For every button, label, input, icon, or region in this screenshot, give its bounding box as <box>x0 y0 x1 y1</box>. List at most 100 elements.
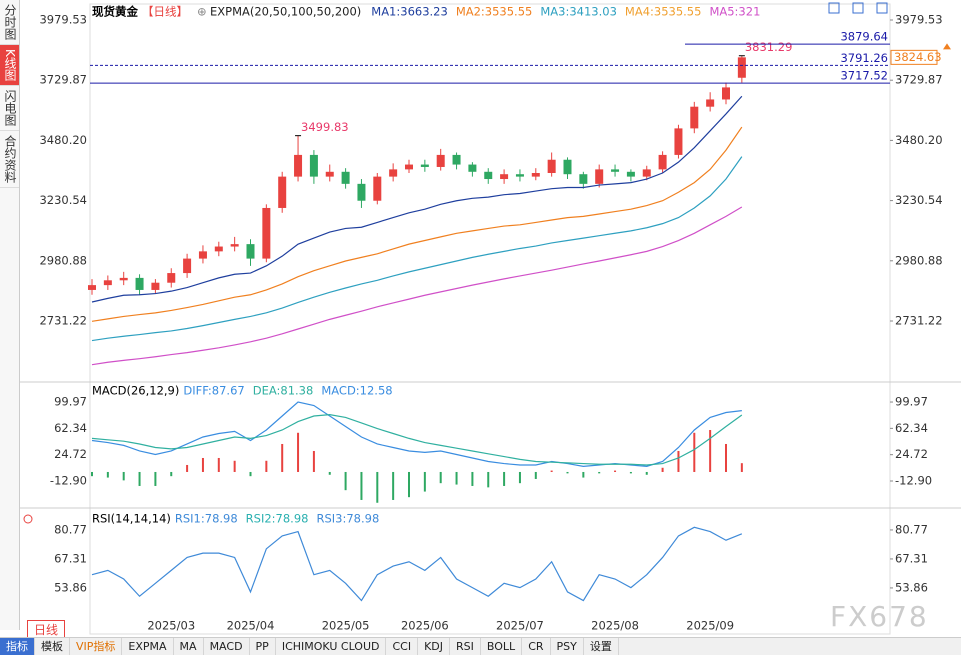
reference-label: 3791.26 <box>840 51 888 65</box>
indicator-line <box>91 401 742 467</box>
candle-body <box>262 207 271 259</box>
toolbar-button[interactable]: 模板 <box>35 638 70 655</box>
y-tick-label: 3979.53 <box>39 13 87 27</box>
indicator-label: EXPMA(20,50,100,50,200) <box>210 5 361 19</box>
candle-body <box>500 174 509 180</box>
current-price-box <box>890 49 938 65</box>
toolbar-button[interactable]: 指标 <box>0 638 35 655</box>
y-tick-label: 24.72 <box>895 447 928 461</box>
legend-entry: RSI1:78.98 <box>175 512 238 526</box>
high-label: 3499.83 <box>301 120 349 134</box>
candle-body <box>198 251 207 259</box>
macd-bar <box>629 471 632 474</box>
toolbar-button[interactable]: PSY <box>551 638 584 655</box>
x-tick-label: 2025/06 <box>401 619 449 633</box>
macd-bar <box>122 471 125 481</box>
macd-bar <box>503 471 506 486</box>
macd-bar <box>138 471 141 486</box>
plot-frame <box>89 3 891 635</box>
candle-body <box>151 282 160 290</box>
toolbar-button[interactable]: 设置 <box>584 638 619 655</box>
toolbar-button[interactable]: BOLL <box>481 638 523 655</box>
toolbar-button[interactable]: PP <box>250 638 276 655</box>
legend-entry: MA1:3663.23 <box>371 5 448 19</box>
candle-body <box>230 244 239 247</box>
legend-entry: MACD:12.58 <box>321 384 392 398</box>
macd-bar <box>233 460 236 472</box>
legend-entry: RSI3:78.98 <box>316 512 379 526</box>
y-tick-label: 80.77 <box>54 522 87 536</box>
macd-bar <box>376 471 379 503</box>
y-tick-label: 53.86 <box>895 580 928 594</box>
macd-bar <box>423 471 426 492</box>
macd-bar <box>677 450 680 472</box>
y-tick-label: 3979.53 <box>895 13 943 27</box>
period-label: 【日线】 <box>142 5 188 19</box>
x-tick-label: 2025/04 <box>227 619 275 633</box>
candle-body <box>436 154 445 167</box>
sidebar-tab[interactable]: 合约资料 <box>0 131 19 188</box>
candle-body <box>389 169 398 177</box>
legend-entry: DEA:81.38 <box>253 384 314 398</box>
reference-label: 3717.52 <box>840 69 888 83</box>
toolbar-button[interactable]: ICHIMOKU CLOUD <box>276 638 387 655</box>
legend-entry: DIFF:87.67 <box>183 384 244 398</box>
indicator-line <box>91 526 743 602</box>
macd-bar <box>455 471 458 485</box>
chart-title: 现货黄金 <box>92 5 138 19</box>
panel-title: MACD(26,12,9) <box>92 384 179 398</box>
y-tick-label: 3480.20 <box>39 133 87 147</box>
y-tick-label: 3230.54 <box>39 193 87 207</box>
macd-bar <box>201 457 204 472</box>
toolbar-icon[interactable] <box>828 2 840 14</box>
candle-body <box>484 171 493 180</box>
macd-bar <box>582 471 585 478</box>
toolbar-button[interactable]: KDJ <box>418 638 451 655</box>
candle-body <box>515 174 524 177</box>
y-tick-label: 99.97 <box>895 395 928 409</box>
indicator-line <box>91 413 743 466</box>
macd-bar <box>614 470 617 472</box>
y-tick-label: 24.72 <box>54 447 87 461</box>
toolbar-button[interactable]: CCI <box>386 638 419 655</box>
macd-bar <box>408 471 410 498</box>
macd-bar <box>439 471 442 484</box>
toolbar-icon[interactable] <box>852 2 864 14</box>
x-tick-label: 2025/08 <box>591 619 639 633</box>
toolbar-icon[interactable] <box>876 2 888 14</box>
toolbar-button[interactable]: RSI <box>450 638 481 655</box>
macd-bar <box>186 464 189 472</box>
candle-body <box>278 176 287 208</box>
sidebar-tab[interactable]: 闪电图 <box>0 86 19 131</box>
macd-bar <box>725 443 727 472</box>
legend-entry: RSI2:78.98 <box>246 512 309 526</box>
candle-body <box>309 154 318 177</box>
toolbar-button[interactable]: MACD <box>204 638 250 655</box>
toolbar-button[interactable]: EXPMA <box>122 638 174 655</box>
toolbar-button[interactable]: CR <box>522 638 551 655</box>
current-price-arrow <box>943 43 951 50</box>
candle-body <box>294 154 303 177</box>
candle-body <box>737 57 746 78</box>
toolbar-button[interactable]: MA <box>174 638 204 655</box>
macd-bar <box>693 432 696 472</box>
candle-body <box>357 183 366 201</box>
period-tab[interactable]: 日线 <box>27 620 66 638</box>
y-tick-label: 3230.54 <box>895 193 943 207</box>
macd-bar <box>709 429 712 472</box>
macd-bar <box>328 471 331 475</box>
candle-body <box>722 87 730 100</box>
candle-body <box>579 174 588 184</box>
x-tick-label: 2025/03 <box>147 619 195 633</box>
toolbar: 指标 模板 VIP指标 EXPMA MA MACD PP ICHIMOKU CLOUD CCI K… <box>0 637 961 655</box>
sidebar-tab[interactable]: K线图 <box>0 45 19 86</box>
sidebar-tab[interactable]: 分时图 <box>0 0 19 45</box>
candle-body <box>119 277 128 281</box>
macd-bar <box>645 471 648 475</box>
candle-body <box>214 246 223 252</box>
y-tick-label: 99.97 <box>54 395 87 409</box>
y-tick-label: -12.90 <box>895 474 932 488</box>
toolbar-button[interactable]: VIP指标 <box>70 638 123 655</box>
ma-line <box>91 126 743 322</box>
